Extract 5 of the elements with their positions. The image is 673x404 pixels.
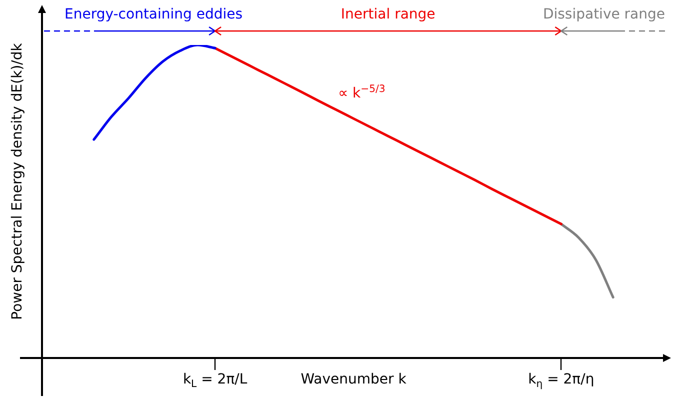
text: Inertial range — [340, 6, 436, 23]
text: Energy-containing eddies — [64, 6, 243, 23]
y-axis-title: Power Spectral Energy density dE(k)/dk — [10, 42, 26, 320]
x-axis-title: Wavenumber k — [300, 372, 408, 388]
text: Dissipative range — [542, 6, 666, 23]
